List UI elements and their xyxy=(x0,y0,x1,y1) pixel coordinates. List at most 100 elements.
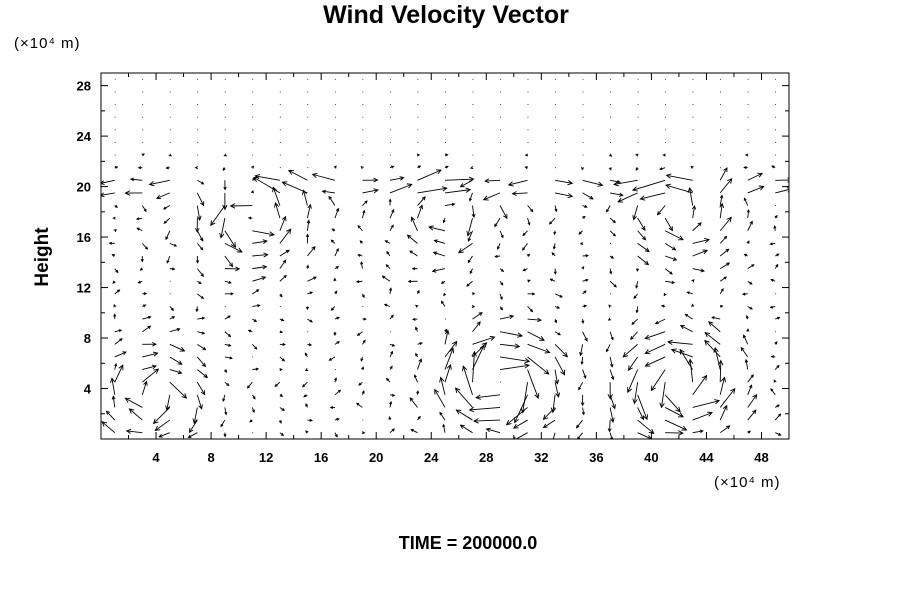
wind-vector xyxy=(409,250,418,257)
wind-vector xyxy=(411,267,418,271)
wind-vector xyxy=(580,394,585,407)
wind-vector xyxy=(389,350,394,358)
wind-vector xyxy=(279,215,287,231)
wind-vector xyxy=(499,293,503,301)
wind-vector xyxy=(389,176,405,181)
x-tick-label: 28 xyxy=(479,450,493,465)
wind-vector xyxy=(279,228,292,244)
x-tick-label: 40 xyxy=(644,450,658,465)
wind-vector xyxy=(287,170,308,181)
wind-vector xyxy=(224,266,241,272)
wind-vector xyxy=(499,205,508,220)
wind-vector xyxy=(247,329,253,333)
wind-vector xyxy=(499,306,503,311)
wind-vector xyxy=(114,165,119,169)
wind-vector xyxy=(582,369,587,379)
wind-vector xyxy=(740,346,749,358)
wind-vector xyxy=(249,419,253,423)
wind-vector xyxy=(359,240,363,244)
wind-vector xyxy=(459,179,473,188)
wind-vector xyxy=(554,293,563,298)
wind-vector xyxy=(252,239,268,245)
wind-vector xyxy=(279,342,286,347)
wind-vector xyxy=(279,393,284,397)
y-tick-label: 24 xyxy=(77,129,92,144)
wind-vector xyxy=(281,181,308,194)
wind-vector xyxy=(410,429,418,434)
wind-vector xyxy=(389,400,393,408)
wind-vector xyxy=(554,356,566,376)
wind-vector xyxy=(664,242,677,251)
wind-vector xyxy=(627,369,639,394)
wind-vector xyxy=(306,219,311,231)
wind-vector xyxy=(459,424,473,434)
wind-vector xyxy=(252,289,260,295)
wind-vector xyxy=(659,382,666,409)
wind-vector xyxy=(467,230,473,242)
wind-vector xyxy=(554,369,560,385)
wind-vector xyxy=(274,381,281,387)
wind-vector xyxy=(187,432,198,438)
wind-vector xyxy=(664,394,681,413)
wind-vector xyxy=(250,189,254,194)
wind-vector xyxy=(444,165,449,169)
wind-vector xyxy=(444,363,452,383)
wind-vector xyxy=(549,278,556,282)
wind-vector xyxy=(124,397,143,408)
wind-vector xyxy=(581,407,585,416)
wind-vector xyxy=(617,192,638,203)
wind-vector xyxy=(417,415,421,421)
wind-vector xyxy=(334,266,340,270)
y-tick-label: 4 xyxy=(84,382,92,397)
wind-vector xyxy=(224,356,233,360)
wind-vector xyxy=(252,230,275,237)
wind-vector xyxy=(637,255,650,266)
wind-vector xyxy=(252,177,256,181)
wind-vector xyxy=(692,249,709,257)
wind-vector xyxy=(358,381,363,386)
wind-vector xyxy=(664,268,673,275)
wind-vector xyxy=(169,381,188,399)
wind-vector xyxy=(472,321,481,333)
wind-vector xyxy=(254,174,280,181)
wind-vector xyxy=(527,279,531,283)
wind-vector xyxy=(467,255,473,264)
wind-vector xyxy=(485,427,501,434)
wind-vector xyxy=(279,259,287,269)
wind-vector xyxy=(770,355,776,359)
wind-vector xyxy=(195,255,200,264)
time-annotation: TIME = 200000.0 xyxy=(399,533,538,553)
wind-vector xyxy=(196,268,204,277)
wind-vector xyxy=(692,268,705,273)
wind-vector xyxy=(542,419,556,429)
wind-vector xyxy=(745,315,749,320)
wind-vector xyxy=(746,240,750,244)
wind-vector xyxy=(554,205,558,213)
wind-vector xyxy=(692,374,708,396)
wind-vector xyxy=(389,224,394,231)
wind-vector xyxy=(334,207,340,219)
wind-vector xyxy=(142,351,159,358)
wind-vector xyxy=(278,419,282,424)
wind-vector xyxy=(224,381,230,387)
wind-vector xyxy=(305,233,310,244)
wind-vector xyxy=(389,165,395,169)
wind-vector xyxy=(362,209,366,219)
y-tick-label: 28 xyxy=(77,79,91,94)
wind-vector xyxy=(135,217,143,221)
wind-vector xyxy=(194,166,198,170)
wind-vector xyxy=(210,205,226,227)
wind-vector xyxy=(747,172,763,181)
wind-vector xyxy=(385,264,391,269)
wind-vector xyxy=(775,316,781,320)
wind-vector xyxy=(664,419,688,431)
wind-vector xyxy=(747,264,755,270)
wind-vector xyxy=(196,356,207,368)
wind-vector xyxy=(158,432,170,438)
wind-vector xyxy=(196,230,204,242)
wind-vector xyxy=(687,186,694,206)
wind-vector xyxy=(196,205,202,221)
wind-vector xyxy=(774,364,780,370)
wind-vector xyxy=(305,403,309,408)
wind-vector xyxy=(197,369,209,379)
